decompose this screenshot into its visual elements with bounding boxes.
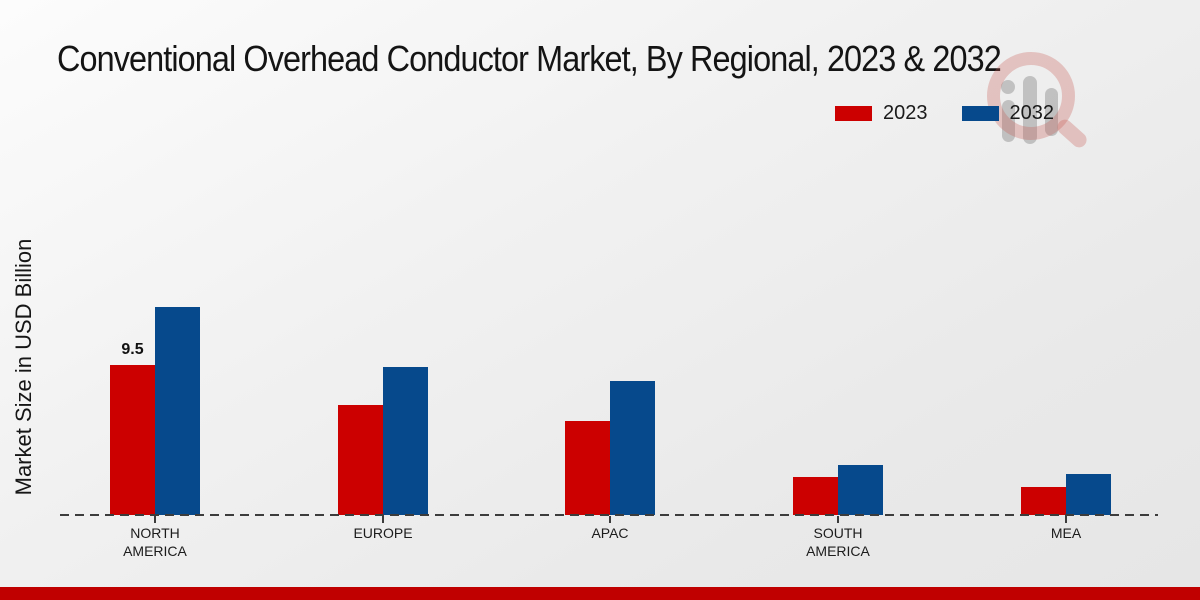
x-axis-tick	[1065, 516, 1067, 523]
bar-2032-europe	[383, 366, 428, 515]
category-label-south-america: SOUTH AMERICA	[806, 525, 870, 560]
chart-title: Conventional Overhead Conductor Market, …	[57, 38, 1002, 79]
bar-2023-mea	[1021, 486, 1066, 515]
category-label-europe: EUROPE	[353, 525, 413, 541]
bar-2023-europe	[338, 404, 383, 515]
x-axis-tick	[382, 516, 384, 523]
x-axis-tick	[154, 516, 156, 523]
legend-swatch-2032	[961, 106, 999, 121]
category-label-north-america: NORTH AMERICA	[123, 525, 187, 560]
legend-label-2023: 2023	[883, 102, 928, 124]
bar-2032-north-america	[155, 307, 200, 515]
x-axis-tick	[837, 516, 839, 523]
x-axis-baseline	[60, 514, 1158, 516]
bar-2023-south-america	[793, 477, 838, 515]
data-label-2023: 9.5	[121, 341, 144, 359]
legend-item-2023: 2023	[835, 102, 928, 125]
category-label-apac: APAC	[591, 525, 629, 541]
bar-2023-north-america	[110, 365, 155, 515]
legend: 2023 2032	[835, 102, 1054, 125]
bar-2032-apac	[610, 381, 655, 515]
bar-2032-mea	[1066, 474, 1111, 515]
bar-2032-south-america	[838, 464, 883, 515]
x-axis-tick	[609, 516, 611, 523]
category-label-mea: MEA	[1050, 525, 1082, 541]
legend-item-2032: 2032	[961, 102, 1055, 125]
legend-label-2032: 2032	[1009, 102, 1055, 124]
bar-2023-apac	[565, 420, 610, 515]
footer-accent-strip	[0, 587, 1200, 600]
legend-swatch-2023	[835, 106, 872, 121]
